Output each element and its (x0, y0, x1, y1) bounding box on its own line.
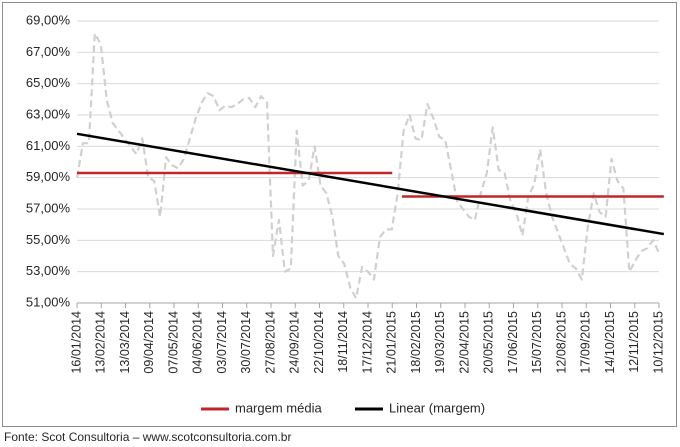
x-tick-label: 27/08/2014 (263, 311, 277, 374)
y-tick-label: 69,00% (26, 12, 71, 27)
x-tick-label: 10/12/2015 (651, 311, 665, 374)
x-tick-label: 15/07/2015 (530, 311, 544, 374)
x-tick-label: 13/03/2014 (118, 311, 132, 374)
source-caption: Fonte: Scot Consultoria – www.scotconsul… (4, 430, 292, 444)
line-chart: 51,00% 53,00% 55,00% 57,00% 59,00% 61,00% 63,0… (26, 12, 665, 415)
linear-trend-line (76, 132, 665, 236)
x-tick-label: 18/11/2014 (336, 311, 350, 373)
y-tick-label: 67,00% (26, 44, 71, 59)
x-tick-label: 22/04/2015 (457, 311, 471, 374)
y-tick-label: 63,00% (26, 106, 71, 121)
x-tick-label: 21/01/2015 (385, 311, 399, 374)
x-tick-label: 12/11/2015 (627, 311, 641, 373)
x-tick-label: 07/05/2014 (166, 311, 180, 374)
y-tick-label: 59,00% (26, 169, 71, 184)
y-tick-label: 55,00% (26, 232, 71, 247)
chart-frame: 51,00% 53,00% 55,00% 57,00% 59,00% 61,00% 63,0… (2, 2, 677, 427)
legend-label-average: margem média (235, 400, 322, 415)
y-tick-label: 57,00% (26, 200, 71, 215)
margin-series-line (75, 32, 660, 300)
x-tick-label: 17/09/2015 (579, 311, 593, 374)
y-tick-label: 53,00% (26, 263, 71, 278)
x-tick-label: 04/06/2014 (191, 311, 205, 374)
x-tick-label: 19/03/2015 (433, 311, 447, 374)
x-tick-label: 18/02/2015 (409, 311, 423, 374)
x-tick-label: 20/05/2015 (482, 311, 496, 374)
y-tick-label: 65,00% (26, 75, 71, 90)
x-tick-label: 16/01/2014 (69, 311, 83, 374)
x-tick-label: 24/09/2014 (288, 311, 302, 374)
x-tick-label: 22/10/2014 (312, 311, 326, 374)
x-tick-label: 12/08/2015 (554, 311, 568, 374)
x-tick-label: 30/07/2014 (239, 311, 253, 374)
x-tick-label: 09/04/2014 (142, 311, 156, 374)
legend-label-trend: Linear (margem) (389, 400, 485, 415)
x-tick-label: 17/06/2015 (506, 311, 520, 374)
x-tick-label: 14/10/2015 (603, 311, 617, 374)
x-tick-label: 17/12/2014 (360, 311, 374, 374)
x-tick-label: 03/07/2014 (215, 311, 229, 374)
y-tick-label: 51,00% (26, 294, 71, 309)
y-tick-label: 61,00% (26, 138, 71, 153)
x-tick-label: 13/02/2014 (94, 311, 108, 374)
